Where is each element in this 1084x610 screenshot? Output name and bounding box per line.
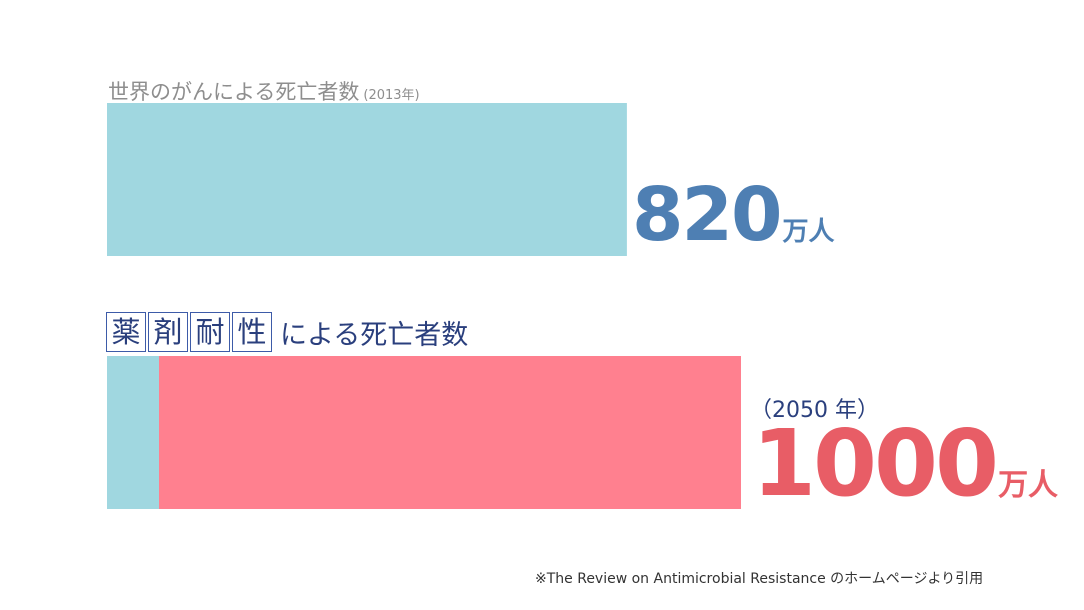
bar2-boxed-char: 薬 bbox=[106, 312, 146, 352]
bar2-segment-1 bbox=[107, 356, 159, 509]
source-note: ※The Review on Antimicrobial Resistance … bbox=[535, 571, 984, 587]
bar2-value-label: 1000万人 bbox=[752, 418, 1058, 510]
bar1-value: 820 bbox=[632, 172, 782, 258]
bar1-value-label: 820万人 bbox=[632, 178, 834, 252]
bar2-value: 1000 bbox=[752, 410, 999, 517]
bar2-label-rest: による死亡者数 bbox=[280, 319, 469, 351]
bar2-segment-2 bbox=[159, 356, 741, 509]
bar2-boxed-char: 剤 bbox=[148, 312, 188, 352]
bar2-unit: 万人 bbox=[998, 468, 1059, 503]
bar2-boxed-char: 耐 bbox=[190, 312, 230, 352]
bar1-label: 世界のがんによる死亡者数 bbox=[108, 80, 360, 104]
bar2-title: 薬 剤 耐 性 による死亡者数 bbox=[106, 312, 468, 352]
bar2-boxed-char: 性 bbox=[232, 312, 272, 352]
bar1-unit: 万人 bbox=[782, 217, 835, 247]
bar2-year: （2050 年） bbox=[750, 398, 879, 423]
bar1-segment-1 bbox=[107, 103, 627, 256]
bar1-year: (2013年) bbox=[363, 88, 420, 103]
bar1-title: 世界のがんによる死亡者数 (2013年) bbox=[108, 76, 420, 106]
